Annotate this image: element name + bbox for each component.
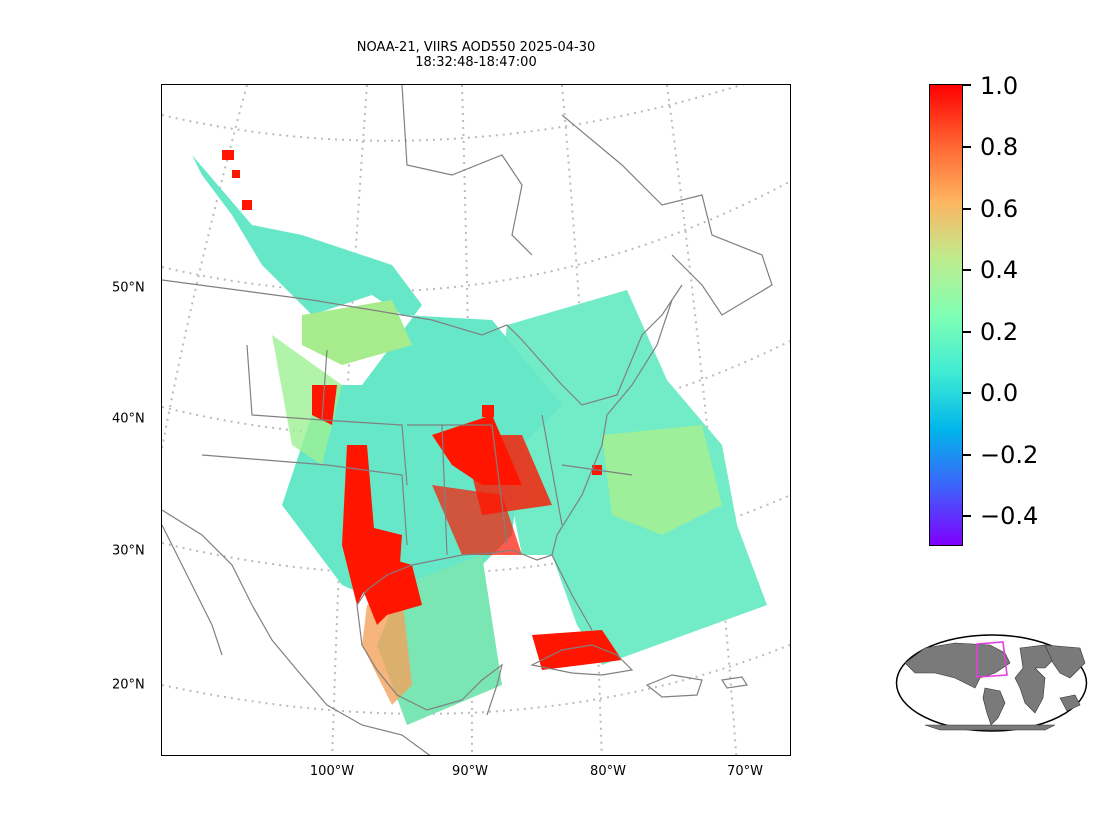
lon-label-70w: 70°W [727, 764, 763, 779]
gulf-coast [356, 549, 553, 716]
inset-south-america [982, 687, 1006, 726]
colorbar-tick [963, 331, 971, 333]
colorbar-tick [963, 269, 971, 271]
colorbar-label-0-2: 0.2 [980, 318, 1019, 346]
lon-label-90w: 90°W [452, 764, 488, 779]
hispaniola [645, 674, 703, 698]
colorbar-tick [963, 84, 971, 86]
lat-label-50n: 50°N [112, 280, 145, 296]
inset-antarctica [924, 724, 1056, 731]
inset-asia [1044, 644, 1086, 679]
colorbar-label-0-4: 0.4 [980, 256, 1019, 284]
cuba [530, 644, 634, 676]
title-line-1: NOAA-21, VIIRS AOD550 2025-04-30 [356, 40, 596, 55]
graticule [162, 85, 790, 755]
hudson-bay-coast [401, 85, 533, 256]
mexico-pacific-coast [162, 509, 431, 755]
map-title: NOAA-21, VIIRS AOD550 2025-04-30 18:32:4… [161, 40, 791, 70]
colorbar-label-neg-0-2: −0.2 [980, 441, 1039, 469]
colorbar-tick [963, 392, 971, 394]
inset-globe-map [895, 634, 1088, 732]
atlantic-coast [551, 299, 673, 631]
colorbar-label-0-6: 0.6 [980, 195, 1019, 223]
baja-california [162, 524, 223, 656]
colorbar-label-neg-0-4: −0.4 [980, 502, 1039, 530]
puerto-rico [721, 676, 748, 689]
labrador-coast [561, 114, 773, 316]
lat-label-20n: 20°N [112, 677, 145, 693]
parallel-20n [162, 643, 790, 715]
colorbar-label-0-0: 0.0 [980, 379, 1019, 407]
meridian-110w [162, 85, 248, 455]
aod-high-patches [222, 150, 622, 670]
map-panel[interactable] [161, 84, 791, 756]
colorbar [929, 84, 963, 546]
coastlines-borders [162, 85, 773, 755]
colorbar-tick [963, 208, 971, 210]
colorbar-tick [963, 146, 971, 148]
colorbar-label-1-0: 1.0 [980, 72, 1019, 100]
inset-region-outline [976, 641, 1008, 678]
lat-label-30n: 30°N [112, 543, 145, 559]
colorbar-tick [963, 454, 971, 456]
parallel-60n [162, 85, 745, 142]
inset-australia [1059, 694, 1081, 712]
lon-label-80w: 80°W [590, 764, 626, 779]
lat-label-40n: 40°N [112, 411, 145, 427]
colorbar-label-0-8: 0.8 [980, 133, 1019, 161]
us-canada-border [162, 279, 683, 406]
lon-label-100w: 100°W [309, 764, 355, 779]
map-canvas [162, 85, 790, 755]
title-line-2: 18:32:48-18:47:00 [415, 55, 537, 70]
colorbar-tick [963, 515, 971, 517]
state-lines [201, 344, 633, 556]
